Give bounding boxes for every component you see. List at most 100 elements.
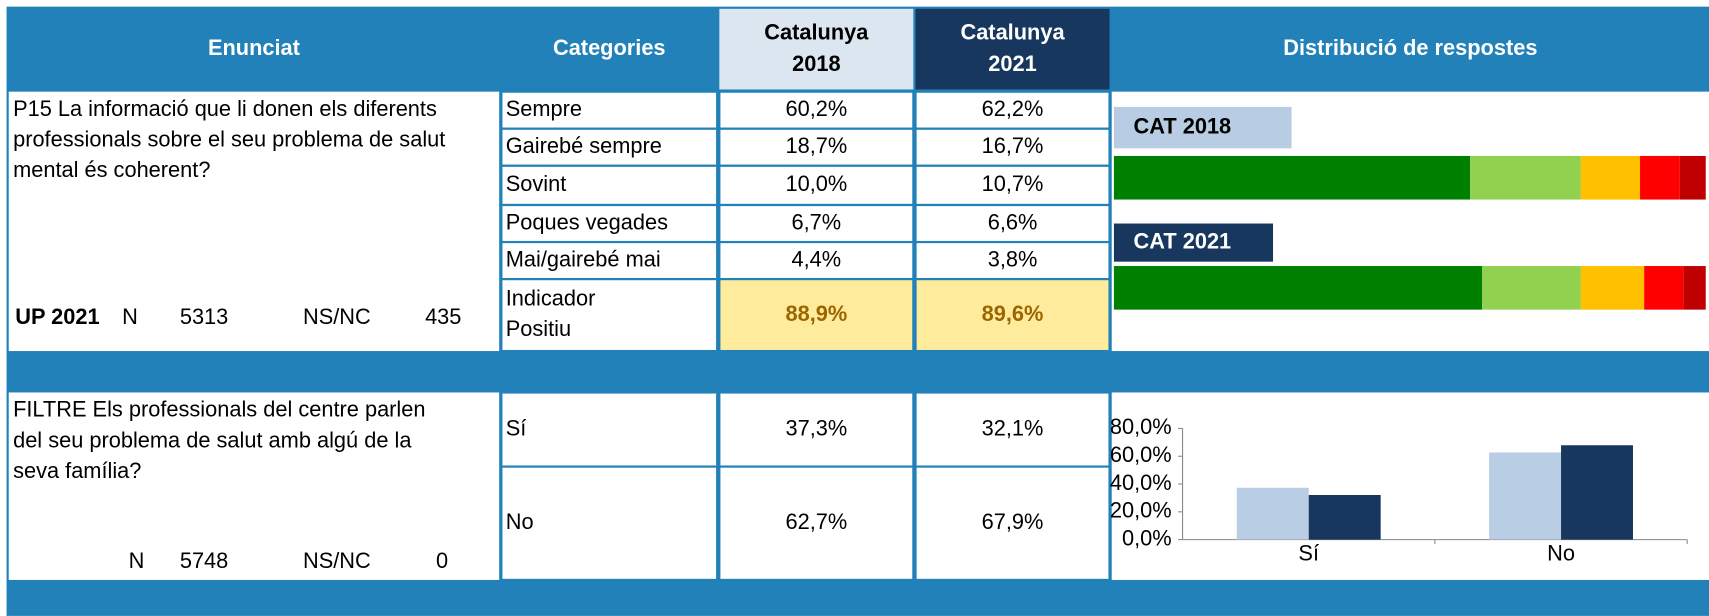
table-cell [718,391,915,468]
category-text: Sovint [506,171,567,196]
footer-text: N [122,304,138,329]
table-cell [500,391,719,468]
header-cell [8,8,500,90]
bar [1236,487,1309,540]
bar-segment [1470,155,1581,200]
bar-label: CAT 2018 [1134,113,1232,138]
value-text: 4,4% [792,246,842,271]
bar-segment [1113,266,1483,310]
footer-text: 435 [425,304,461,329]
footer-text: N [129,548,145,573]
footer-text: UP 2021 [15,304,99,329]
table-cell [718,240,915,281]
table-cell [914,90,1111,130]
question-cell [8,392,500,580]
bar-segment [1580,266,1645,310]
footer-text: NS/NC [303,548,371,573]
value-text: 6,6% [988,209,1038,234]
table-cell [718,203,915,244]
header-text: Distribució de respostes [1283,35,1537,60]
value-text: 3,8% [988,246,1038,271]
x-tick-label: No [1547,541,1575,566]
bar-segment [1580,155,1641,200]
y-tick-label: 80,0% [1110,414,1172,439]
table-cell [500,465,719,582]
table-cell [718,278,915,353]
table-cell [500,127,719,167]
question-cell [8,91,500,352]
table-cell [500,90,719,130]
bar-segment [1482,266,1581,310]
table-cell [718,90,915,130]
header-cell [501,8,718,90]
table-cell [914,391,1111,468]
header-text: Enunciat [208,35,300,60]
bar-segment [1640,155,1680,200]
question-text: mental és coherent? [13,157,210,182]
value-text: 62,2% [982,96,1044,121]
header-text: Categories [553,35,666,60]
table-cell [500,164,719,207]
value-text: 10,7% [982,171,1044,196]
header-text: Catalunya [960,20,1065,45]
value-text: 89,6% [982,301,1044,326]
x-tick-label: Sí [1298,541,1319,566]
value-text: 10,0% [785,171,847,196]
header-text: 2018 [792,51,840,76]
header-text: 2021 [988,51,1036,76]
bar-segment [1679,155,1706,200]
value-text: 62,7% [785,509,847,534]
value-text: 16,7% [982,133,1044,158]
question-text: professionals sobre el seu problema de s… [13,126,445,151]
category-text: Sí [506,415,527,440]
question-text: P15 La informació que li donen els difer… [13,96,437,121]
y-tick-label: 40,0% [1110,470,1172,495]
table-cell [718,465,915,582]
category-text: Mai/gairebé mai [506,246,661,271]
bar-segment [1113,155,1471,200]
category-text: Poques vegades [506,209,668,234]
table-cell [500,203,719,244]
footer-text: NS/NC [303,304,371,329]
footer-text: 5748 [180,548,228,573]
header-cell [915,8,1110,90]
bar-label: CAT 2021 [1134,228,1232,253]
y-tick-label: 0,0% [1122,525,1172,550]
table-cell [718,164,915,207]
table-cell [914,127,1111,167]
category-text: No [506,509,534,534]
category-text: Sempre [506,96,582,121]
question-text: seva família? [13,458,141,483]
bar-segment [1644,266,1684,310]
bar [1308,495,1381,540]
table-cell [914,203,1111,244]
value-text: 67,9% [982,509,1044,534]
value-text: 60,2% [785,96,847,121]
table-cell [500,240,719,281]
y-tick-label: 60,0% [1110,442,1172,467]
table-cell [718,127,915,167]
footer-text: 5313 [180,304,228,329]
table-cell [914,465,1111,582]
bar-label-box [1113,106,1292,149]
bar [1489,452,1562,540]
question-text: del seu problema de salut amb algú de la [13,427,412,452]
value-text: 88,9% [785,301,847,326]
bar-segment [1683,266,1706,310]
y-tick-label: 20,0% [1110,498,1172,523]
category-text: Positiu [506,316,571,341]
table-cell [914,278,1111,353]
value-text: 18,7% [785,133,847,158]
header-cell [719,8,914,90]
category-text: Gairebé sempre [506,133,662,158]
header-cell [1111,8,1709,90]
bar [1561,445,1633,540]
table-cell [914,164,1111,207]
value-text: 32,1% [982,415,1044,440]
value-text: 37,3% [785,415,847,440]
footer-text: 0 [436,548,448,573]
category-text: Indicador [506,286,596,311]
bar-label-box [1113,223,1274,262]
header-text: Catalunya [764,20,869,45]
